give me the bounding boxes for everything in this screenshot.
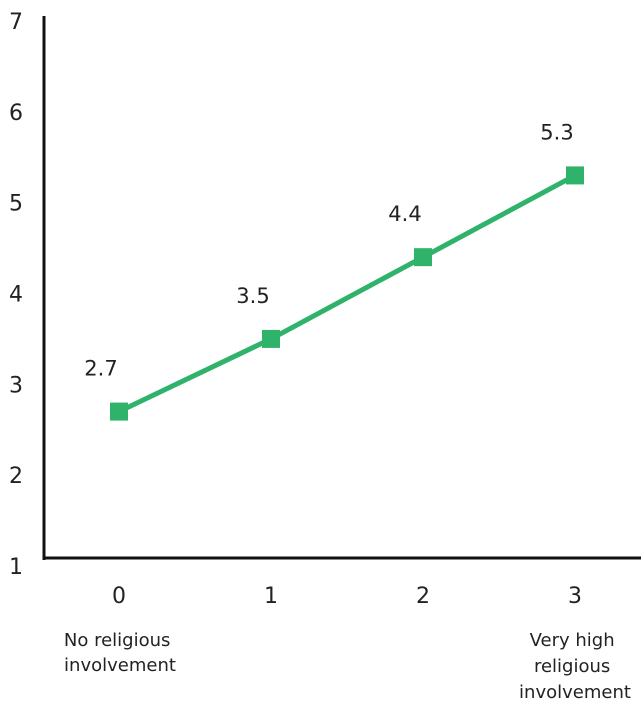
x-axis: 0 1 2 3 xyxy=(43,556,641,609)
data-label-2: 4.4 xyxy=(388,202,421,226)
data-label-0: 2.7 xyxy=(84,357,117,381)
data-label-3: 5.3 xyxy=(540,120,573,144)
x-annotation-left-line-1: No religious xyxy=(64,630,171,651)
x-annotation-right-line-2: religious xyxy=(534,656,610,677)
x-annotation-right-line-1: Very high xyxy=(530,630,615,651)
y-tick-label-6: 6 xyxy=(9,101,23,126)
y-tick-label-3: 3 xyxy=(9,373,23,398)
data-point-marker-3 xyxy=(566,166,584,185)
series-line xyxy=(117,173,577,414)
y-tick-label-5: 5 xyxy=(9,192,23,217)
x-tick-label-2: 2 xyxy=(416,584,430,609)
x-annotation-left: No religious involvement xyxy=(64,630,176,676)
x-annotation-left-line-2: involvement xyxy=(64,655,176,676)
y-tick-labels: 1 2 3 4 5 6 7 xyxy=(9,10,23,580)
x-annotation-right: Very high religious involvement xyxy=(519,630,631,703)
x-tick-label-0: 0 xyxy=(112,584,126,609)
data-point-marker-2 xyxy=(414,248,432,267)
data-point-marker-0 xyxy=(110,402,128,421)
data-point-marker-1 xyxy=(262,329,280,348)
markers xyxy=(110,166,584,421)
x-tick-labels: 0 1 2 3 xyxy=(112,584,582,609)
x-annotation-right-line-3: involvement xyxy=(519,682,631,703)
x-tick-label-1: 1 xyxy=(264,584,278,609)
y-tick-label-7: 7 xyxy=(9,10,23,35)
y-tick-label-1: 1 xyxy=(9,555,23,580)
data-label-1: 3.5 xyxy=(236,284,269,308)
y-tick-label-4: 4 xyxy=(9,283,23,308)
y-tick-label-2: 2 xyxy=(9,464,23,489)
data-labels: 2.7 3.5 4.4 5.3 xyxy=(84,120,573,380)
x-tick-label-3: 3 xyxy=(568,584,582,609)
series-line-group xyxy=(117,173,577,414)
y-axis: 1 2 3 4 5 6 7 xyxy=(9,10,46,580)
